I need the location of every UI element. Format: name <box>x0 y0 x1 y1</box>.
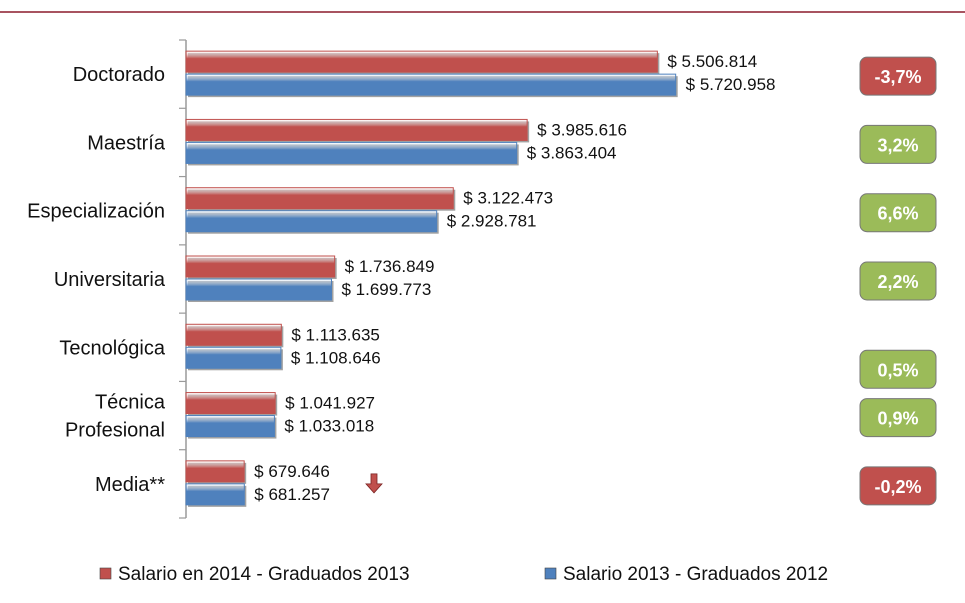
bar-2014 <box>185 460 245 483</box>
category-label: Técnica <box>95 392 166 414</box>
variation-badge-text: 3,2% <box>877 135 918 155</box>
bar-2013 <box>185 415 275 438</box>
bar-2013 <box>185 278 332 301</box>
variation-badge-text: 2,2% <box>877 272 918 292</box>
bar-2014 <box>185 187 454 210</box>
variation-badge <box>859 349 937 389</box>
bar-value-label: $ 3.863.404 <box>527 143 617 162</box>
variation-badge-text: 0,5% <box>877 360 918 380</box>
variation-badge <box>859 56 937 96</box>
bar-2013 <box>185 346 282 369</box>
variation-badge <box>859 261 937 301</box>
bar-2014 <box>185 50 658 73</box>
bar-2014 <box>185 323 282 346</box>
bar-value-label: $ 1.113.635 <box>291 325 380 344</box>
bar-value-label: $ 1.736.849 <box>345 257 435 276</box>
variation-badge <box>859 398 937 438</box>
variation-badge <box>859 124 937 164</box>
bar-2013 <box>185 141 518 164</box>
bar-2014 <box>185 118 528 141</box>
variation-badge-text: 6,6% <box>877 204 918 224</box>
bar-value-label: $ 1.699.773 <box>341 280 431 299</box>
variation-badge-text: 0,9% <box>877 409 918 429</box>
bar-value-label: $ 1.041.927 <box>285 394 375 413</box>
bar-2014 <box>185 392 276 415</box>
legend-swatch <box>99 567 112 580</box>
variation-badge <box>859 193 937 233</box>
bar-value-label: $ 5.720.958 <box>686 75 776 94</box>
legend-entry: Salario en 2014 - Graduados 2013 <box>118 564 410 585</box>
category-label: Universitaria <box>54 269 166 291</box>
bar-value-label: $ 681.257 <box>254 485 330 504</box>
bar-value-label: $ 5.506.814 <box>667 52 757 71</box>
variation-badge-text: -0,2% <box>874 477 921 497</box>
bar-value-label: $ 3.985.616 <box>537 120 627 139</box>
down-arrow-icon <box>365 473 383 494</box>
category-label: Maestría <box>87 132 166 154</box>
bar-2014 <box>185 255 336 278</box>
variation-badge <box>859 466 937 506</box>
bar-value-label: $ 1.108.646 <box>291 348 381 367</box>
legend-entry: Salario 2013 - Graduados 2012 <box>563 564 828 585</box>
category-label: Doctorado <box>73 64 165 86</box>
bar-2013 <box>185 73 677 96</box>
bar-2013 <box>185 483 245 506</box>
bar-2013 <box>185 210 438 233</box>
category-label: Especialización <box>27 201 165 223</box>
category-label: Tecnológica <box>59 337 166 359</box>
bar-value-label: $ 3.122.473 <box>463 189 553 208</box>
bar-value-label: $ 1.033.018 <box>284 417 374 436</box>
category-label: Media** <box>95 474 165 496</box>
bar-value-label: $ 679.646 <box>254 462 330 481</box>
bar-value-label: $ 2.928.781 <box>447 212 537 231</box>
legend-swatch <box>544 567 557 580</box>
variation-badge-text: -3,7% <box>874 67 921 87</box>
category-label: Profesional <box>65 420 165 442</box>
